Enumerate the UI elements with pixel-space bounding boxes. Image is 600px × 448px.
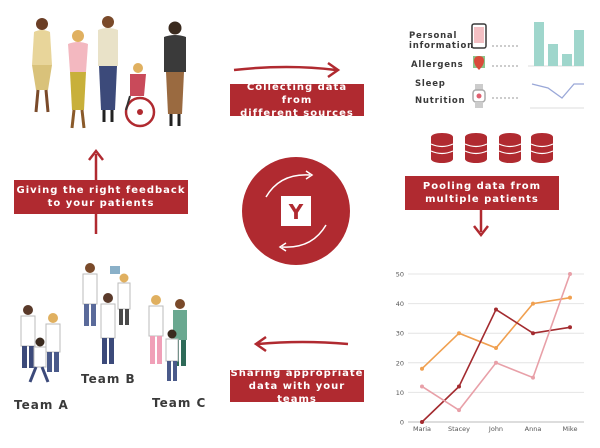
y-tick-label: 30 [396, 330, 404, 338]
data-point [457, 384, 461, 389]
y-tick-label: 10 [396, 389, 404, 397]
databases-graphic [430, 133, 554, 163]
x-tick-label: Anna [525, 425, 542, 433]
database-icon [464, 133, 488, 163]
step-pool-line1: Pooling data from [422, 181, 542, 192]
step-pool-label: Pooling data from multiple patients [405, 176, 559, 210]
data-point [494, 307, 498, 312]
series-line [421, 308, 571, 423]
step-feedback-line1: Giving the right feedback [16, 185, 186, 196]
patients-illustration [32, 16, 186, 129]
database-icon [530, 133, 554, 163]
source-personal-line2: information [409, 41, 474, 51]
smartwatch-icon [472, 84, 486, 108]
step-collect-line2: different sources [240, 107, 354, 119]
source-allergens-label: Allergens [411, 60, 464, 70]
team-b-label: Team B [81, 372, 136, 386]
database-icon [430, 133, 454, 163]
source-personal-label: Personal information [409, 31, 474, 51]
team-c-label: Team C [152, 396, 207, 410]
source-nutrition-label: Nutrition [415, 96, 466, 106]
data-point [531, 331, 535, 336]
data-point [420, 420, 424, 424]
person-group-icon [32, 16, 186, 129]
step-share-label: Sharing appropriate data with your teams [230, 367, 364, 405]
arrow-icon [473, 210, 489, 238]
step-feedback-line2: to your patients [47, 198, 155, 209]
data-point [568, 325, 572, 330]
x-tick-label: Stacey [448, 425, 470, 433]
step-share-line2: data with your teams [248, 380, 346, 405]
arrow-icon [233, 61, 341, 79]
teams-illustration [20, 263, 187, 383]
data-point [420, 366, 424, 371]
data-point [494, 360, 498, 365]
doctor-team-icon [20, 263, 187, 383]
x-tick-label: Maria [413, 425, 431, 433]
data-point [457, 331, 461, 336]
y-tick-label: 50 [396, 271, 404, 279]
patients-line-chart: 0 10 20 30 40 50 Maria Stacey John Anna Mike [396, 271, 584, 433]
team-a-label: Team A [14, 398, 69, 412]
data-point [568, 272, 572, 276]
y-tick-label: 20 [396, 359, 404, 367]
data-point [494, 346, 498, 350]
x-tick-label: John [488, 425, 503, 433]
y-tick-label: 0 [400, 419, 404, 427]
source-personal-line1: Personal [409, 31, 458, 41]
step-feedback-label: Giving the right feedback to your patien… [14, 180, 188, 214]
series-line [421, 273, 571, 412]
map-pin-icon [473, 56, 485, 70]
data-point [531, 375, 535, 380]
mini-bar-chart [528, 22, 584, 67]
logo-letter: Y [288, 200, 304, 224]
data-point [457, 408, 461, 413]
step-share-line1: Sharing appropriate [230, 367, 364, 379]
data-sources-graphic [471, 22, 584, 109]
mini-line-chart [530, 83, 584, 109]
data-point [531, 301, 535, 306]
arrow-icon [253, 335, 349, 353]
y-tick-label: 40 [396, 300, 404, 308]
data-point [420, 384, 424, 389]
center-cycle-logo: Y [242, 157, 350, 265]
step-pool-line2: multiple patients [425, 194, 539, 205]
data-point [568, 295, 572, 300]
database-icon [498, 133, 522, 163]
source-sleep-label: Sleep [415, 79, 446, 89]
x-tick-label: Mike [563, 425, 578, 433]
step-collect-label: Collecting data from different sources [230, 81, 364, 119]
phone-icon [471, 23, 487, 49]
step-collect-line1: Collecting data from [246, 81, 348, 106]
